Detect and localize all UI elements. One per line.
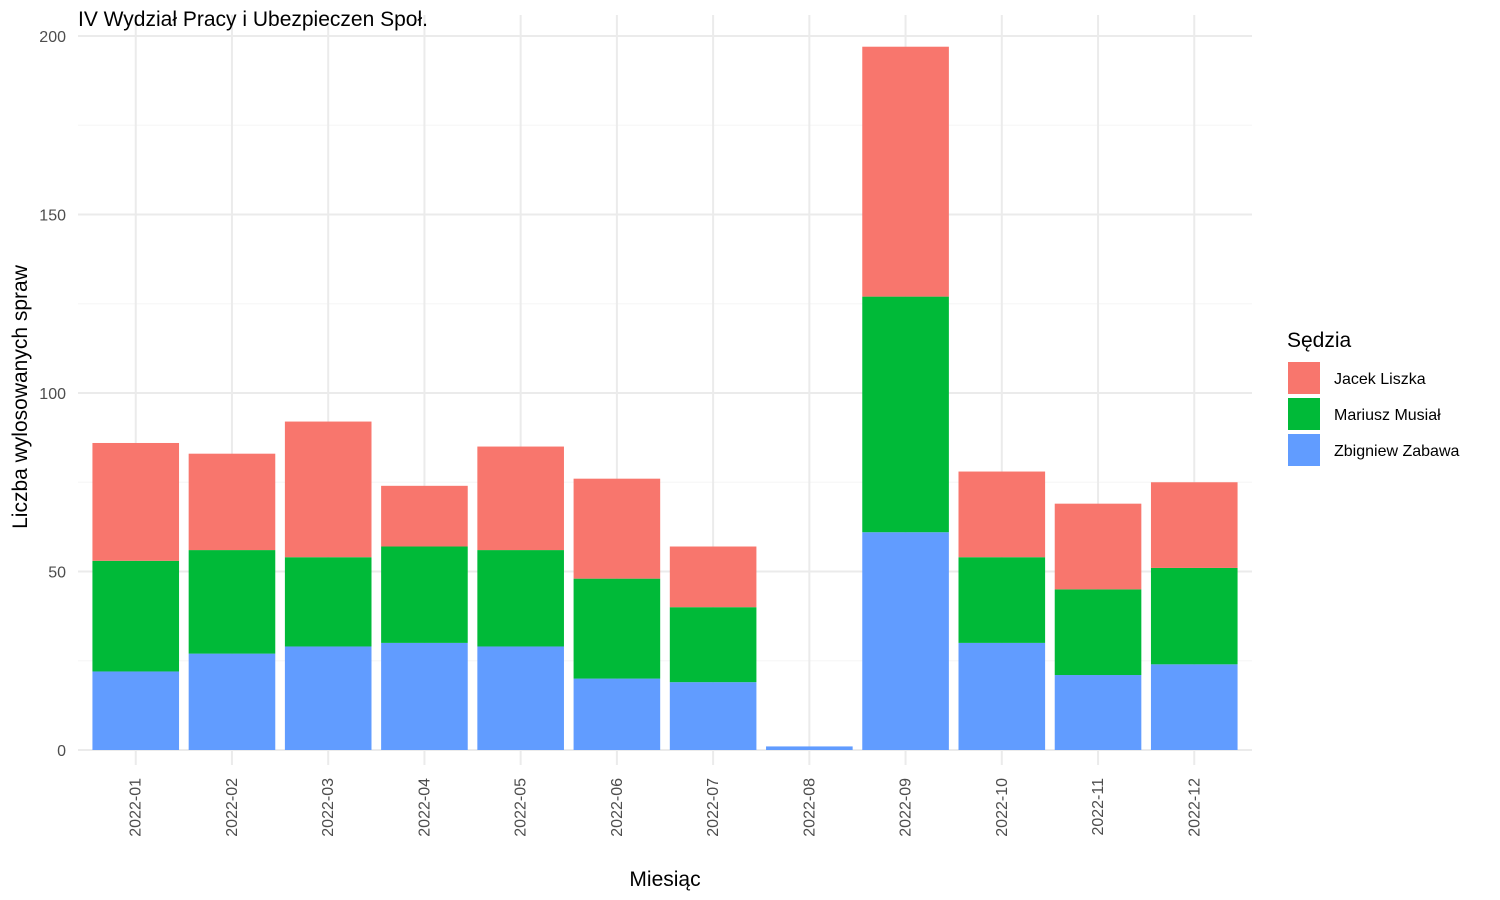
bar-segment (381, 642, 468, 750)
bar-segment (92, 442, 180, 561)
bar-segment (381, 485, 468, 547)
bar-segment (862, 296, 949, 533)
bar-segment (1150, 567, 1238, 665)
bar-segment (573, 678, 661, 750)
x-tick-label: 2022-01 (128, 778, 145, 837)
y-tick-label: 50 (48, 565, 66, 582)
x-axis-ticks: 2022-01 2022-02 2022-03 2022-04 2022-05 2022-… (128, 778, 1204, 837)
x-axis-title: Miesiąc (629, 868, 700, 891)
bar-segment (284, 646, 372, 750)
bar-segment (1150, 664, 1238, 750)
y-tick-label: 200 (39, 29, 66, 46)
bar-segment (188, 550, 276, 654)
bar-segment (381, 546, 468, 643)
chart-title: IV Wydział Pracy i Ubezpieczen Społ. (78, 8, 428, 31)
bar-segment (477, 646, 564, 750)
bar-segment (669, 546, 757, 608)
bar-segment (92, 671, 180, 750)
y-axis-title: Liczba wylosowanych spraw (9, 264, 32, 529)
x-tick-label: 2022-11 (1090, 778, 1107, 836)
x-tick-label: 2022-08 (801, 778, 818, 837)
y-tick-label: 150 (39, 208, 66, 225)
x-tick-label: 2022-05 (513, 778, 530, 837)
bar-segment (284, 557, 372, 647)
x-tick-label: 2022-02 (224, 778, 241, 837)
bar-segment (573, 478, 661, 579)
bar-segment (1054, 589, 1142, 676)
bar-segment (477, 550, 564, 647)
legend-swatch (1288, 434, 1320, 466)
x-tick-label: 2022-06 (609, 778, 626, 837)
y-axis-ticks: 0 50 100 150 200 (39, 29, 66, 760)
legend: Sędzia Jacek Liszka Mariusz Musiał Zbignie… (1287, 329, 1460, 466)
bar-segment (92, 560, 180, 672)
bar-segment (669, 682, 757, 750)
bar-segment (188, 453, 276, 551)
bar-segment (958, 557, 1046, 643)
x-tick-label: 2022-10 (994, 778, 1011, 837)
bar-segment (958, 471, 1046, 558)
bar-segment (1054, 675, 1142, 750)
bars (92, 46, 1238, 750)
bar-segment (1054, 503, 1142, 590)
bar-segment (669, 607, 757, 683)
bar-segment (188, 653, 276, 750)
bar-segment (862, 46, 949, 297)
bar-segment (958, 642, 1046, 750)
legend-swatch (1288, 362, 1320, 394)
legend-label: Mariusz Musiał (1334, 407, 1441, 424)
legend-title: Sędzia (1287, 329, 1352, 352)
bar-segment (862, 532, 949, 750)
legend-label: Zbigniew Zabawa (1334, 443, 1460, 460)
bar-segment (766, 746, 853, 750)
bar-segment (1150, 482, 1238, 568)
y-tick-label: 100 (39, 386, 66, 403)
x-tick-label: 2022-04 (416, 778, 433, 837)
x-tick-label: 2022-07 (705, 778, 722, 837)
x-tick-label: 2022-09 (898, 778, 915, 837)
bar-segment (477, 446, 564, 551)
y-tick-label: 0 (57, 743, 66, 760)
x-tick-label: 2022-03 (320, 778, 337, 837)
legend-swatch (1288, 398, 1320, 430)
x-tick-label: 2022-12 (1186, 778, 1203, 837)
bar-segment (573, 578, 661, 679)
bar-segment (284, 421, 372, 558)
legend-label: Jacek Liszka (1334, 371, 1426, 388)
